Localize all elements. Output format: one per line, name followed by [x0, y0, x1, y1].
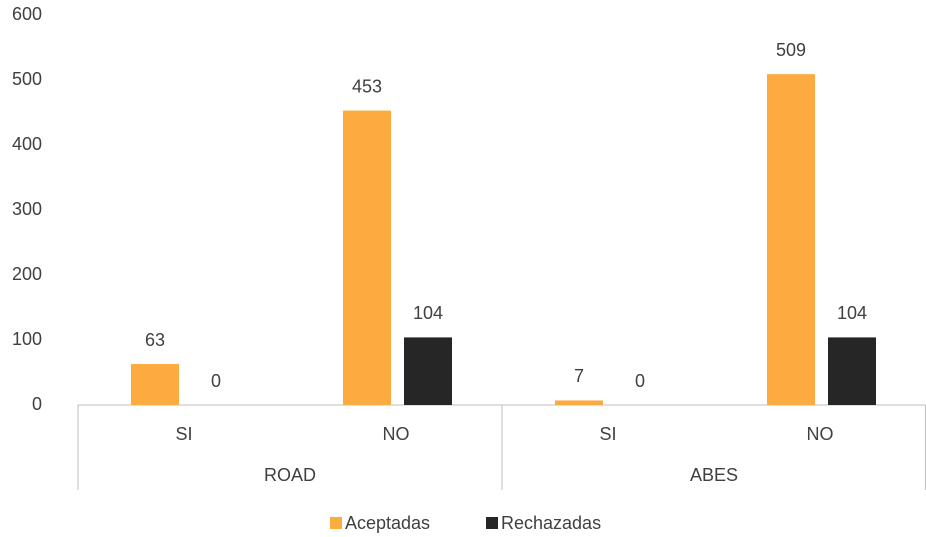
x-tick-label: NO [807, 424, 834, 444]
legend-label: Aceptadas [345, 513, 430, 533]
y-tick-label: 300 [12, 199, 42, 219]
y-tick-label: 400 [12, 134, 42, 154]
value-label: 104 [413, 303, 443, 323]
value-label: 63 [145, 330, 165, 350]
value-label: 0 [211, 371, 221, 391]
y-tick-label: 600 [12, 4, 42, 24]
x-tick-label: SI [175, 424, 192, 444]
bar [828, 337, 876, 405]
value-label: 7 [574, 366, 584, 386]
bar [343, 110, 391, 406]
value-label: 509 [776, 40, 806, 60]
group-label: ROAD [264, 465, 316, 485]
legend-swatch [486, 517, 498, 529]
bar [131, 364, 179, 405]
bar [555, 400, 603, 405]
legend-swatch [330, 517, 342, 529]
bar [767, 74, 815, 406]
x-tick-label: SI [599, 424, 616, 444]
bar [404, 337, 452, 405]
value-label: 453 [352, 76, 382, 96]
x-tick-label: NO [383, 424, 410, 444]
group-label: ABES [690, 465, 738, 485]
y-tick-label: 0 [32, 394, 42, 414]
legend-label: Rechazadas [501, 513, 601, 533]
y-tick-label: 100 [12, 329, 42, 349]
y-tick-label: 200 [12, 264, 42, 284]
value-label: 104 [837, 303, 867, 323]
y-tick-label: 500 [12, 69, 42, 89]
value-label: 0 [635, 371, 645, 391]
